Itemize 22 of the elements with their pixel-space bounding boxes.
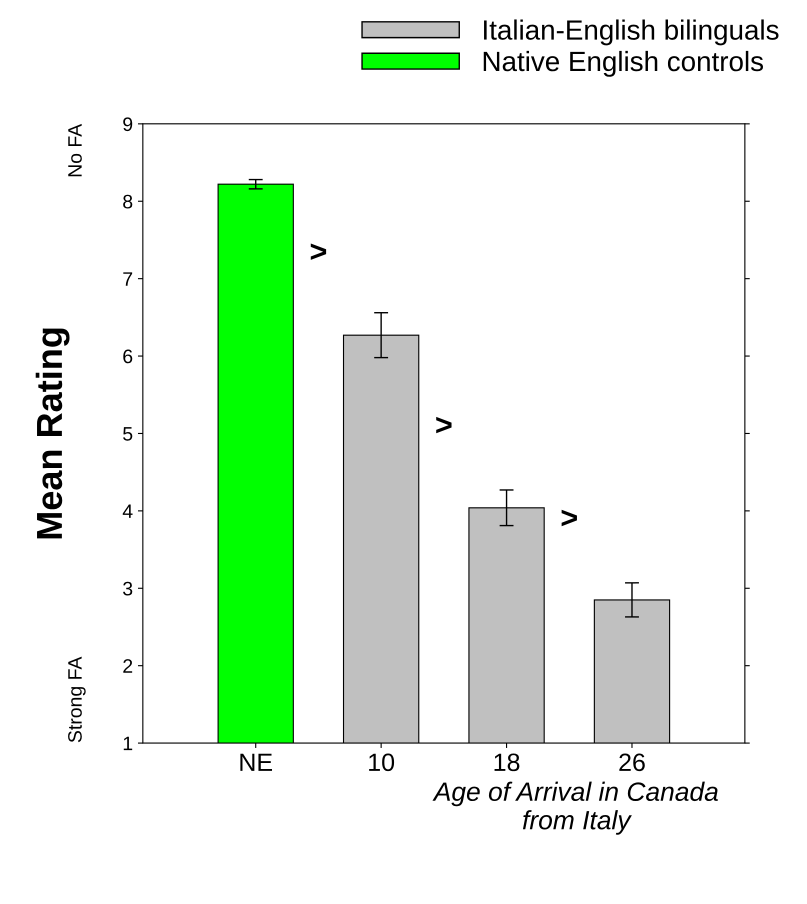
x-tick-label: 26 — [619, 753, 645, 772]
y-tick-label: 2 — [123, 659, 132, 673]
y-tick-label: 9 — [123, 117, 132, 132]
legend-label: Native English controls — [484, 50, 764, 77]
annotation: > — [310, 243, 326, 260]
legend-label: Italian-English bilinguals — [484, 19, 778, 46]
x-tick-label: 18 — [494, 753, 520, 772]
y-tick-label: 3 — [123, 582, 132, 596]
y-axis-title: Mean Rating — [36, 328, 70, 538]
y-tick-label: 4 — [122, 504, 133, 518]
annotation: > — [562, 510, 577, 526]
x-tick-label: NE — [240, 754, 272, 771]
x-axis-title: Age of Arrival in Canada from Italy — [432, 782, 718, 835]
annotation: > — [436, 416, 452, 434]
y-tick-label: 7 — [123, 272, 132, 286]
y-tick-label: 6 — [123, 350, 132, 364]
text: No FA — [68, 124, 82, 176]
y-tick-label: 8 — [123, 194, 132, 208]
text: Strong FA — [68, 656, 86, 742]
y-tick-label: 5 — [123, 427, 132, 441]
y-tick-label: 1 — [124, 736, 132, 750]
x-tick-label: 10 — [369, 753, 394, 772]
